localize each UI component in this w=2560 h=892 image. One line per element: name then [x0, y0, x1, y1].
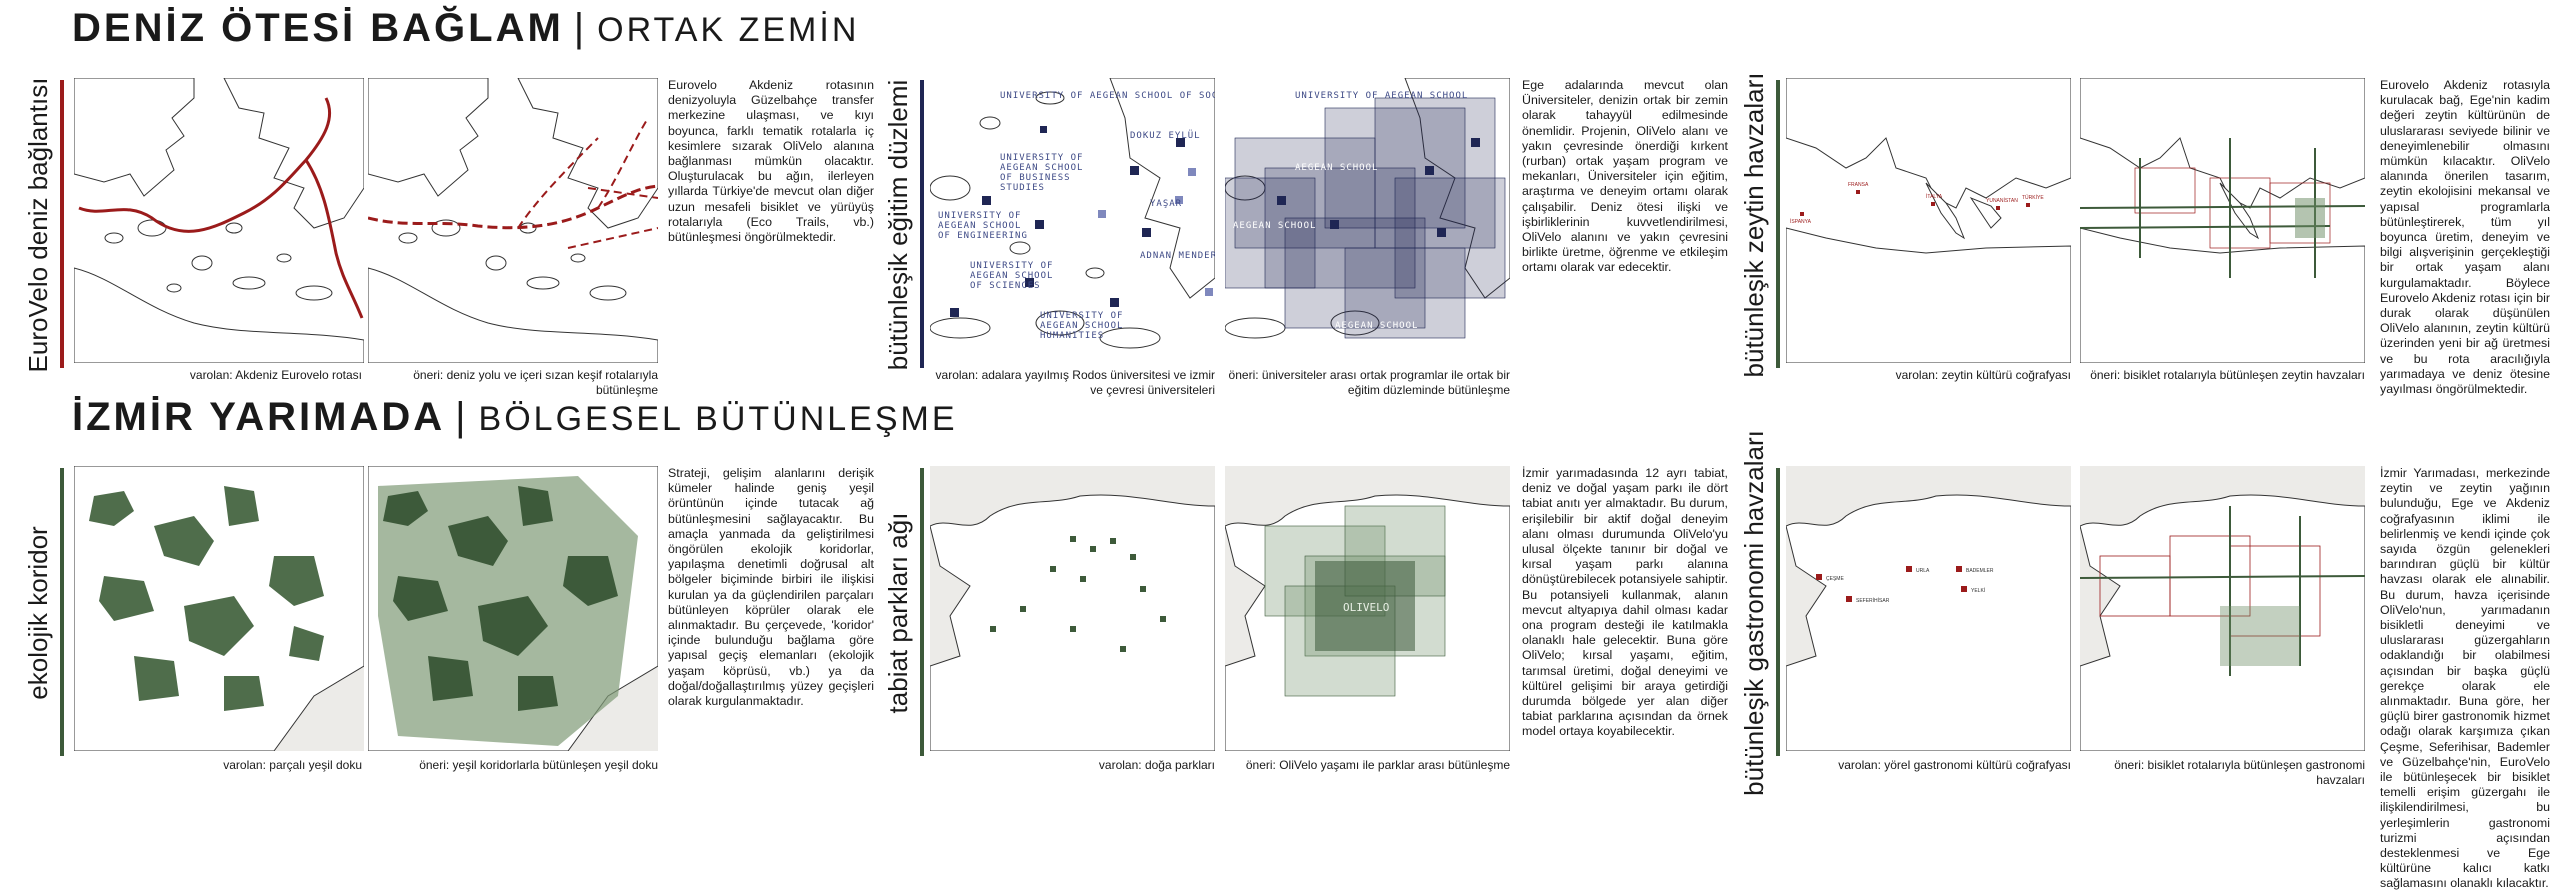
map-eurovelo-existing [74, 78, 364, 363]
panel-label-education: bütünleşik eğitim düzlemi [882, 79, 913, 371]
accent-bar [920, 468, 924, 756]
svg-text:TÜRKİYE: TÜRKİYE [2022, 194, 2044, 201]
caption-eurovelo-proposal: öneri: deniz yolu ve içeri sızan keşif r… [413, 368, 658, 397]
caption-olive-proposal: öneri: bisiklet rotalarıyla bütünleşen z… [2090, 368, 2365, 382]
svg-text:UNIVERSITY OF AEGEAN SCHOOL: UNIVERSITY OF AEGEAN SCHOOL [1295, 91, 1468, 101]
text-gastro: İzmir Yarımadası, merkezinde zeytin ve z… [2380, 466, 2550, 891]
accent-bar [60, 468, 64, 756]
section2-subtitle: BÖLGESEL BÜTÜNLEŞME [478, 400, 958, 438]
caption-eurovelo-existing: varolan: Akdeniz Eurovelo rotası [189, 368, 362, 382]
accent-bar [1776, 468, 1780, 756]
svg-text:UNIVERSITY OF: UNIVERSITY OF [938, 211, 1021, 221]
map-parks-proposal: OLIVELO [1225, 466, 1510, 751]
map-education-existing: UNIVERSITY OF AEGEAN SCHOOL OF SOCIAL ST… [930, 78, 1215, 363]
section1-heading: DENİZ ÖTESİ BAĞLAM | ORTAK ZEMİN [72, 6, 860, 50]
caption-gastro-proposal: öneri: bisiklet rotalarıyla bütünleşen g… [2114, 758, 2365, 787]
panel-label-eco: ekolojik koridor [22, 526, 53, 700]
svg-text:UNIVERSITY OF: UNIVERSITY OF [1040, 311, 1123, 321]
caption-parks-existing: varolan: doğa parkları [1098, 758, 1215, 772]
text-olive: Eurovelo Akdeniz rotasıyla kurulacak bağ… [2380, 78, 2550, 397]
svg-text:YAŞAR: YAŞAR [1150, 199, 1182, 209]
caption-olive-existing: varolan: zeytin kültürü coğrafyası [1895, 368, 2071, 382]
svg-text:OF SCIENCES: OF SCIENCES [970, 281, 1041, 291]
caption-parks-proposal: öneri: OliVelo yaşamı ile parklar arası … [1245, 758, 1510, 772]
text-parks: İzmir yarımadasında 12 ayrı tabiat, deni… [1522, 466, 1728, 739]
panel-label-olive: bütünleşik zeytin havzaları [1738, 72, 1769, 378]
svg-text:İSPANYA: İSPANYA [1790, 218, 1812, 225]
svg-text:ADNAN MENDERES: ADNAN MENDERES [1140, 251, 1215, 261]
accent-bar [1776, 80, 1780, 368]
map-olive-proposal [2080, 78, 2365, 363]
caption-gastro-existing: varolan: yörel gastronomi kültürü coğraf… [1838, 758, 2071, 772]
caption-education-proposal: öneri: üniversiteler arası ortak program… [1228, 368, 1510, 397]
panel-label-parks: tabiat parkları ağı [882, 512, 913, 714]
text-eurovelo: Eurovelo Akdeniz rotasının denizyoluyla … [668, 78, 874, 245]
svg-text:OLIVELO: OLIVELO [1343, 601, 1389, 614]
svg-text:AEGEAN SCHOOL: AEGEAN SCHOOL [1040, 321, 1123, 331]
svg-text:İTALYA: İTALYA [1926, 193, 1943, 200]
svg-text:STUDIES: STUDIES [1000, 183, 1045, 193]
caption-eco-proposal: öneri: yeşil koridorlarla bütünleşen yeş… [419, 758, 658, 772]
svg-text:OF BUSINESS: OF BUSINESS [1000, 173, 1071, 183]
map-parks-existing [930, 466, 1215, 751]
panel-label-eurovelo: EuroVelo deniz bağlantısı [22, 77, 53, 373]
map-olive-existing: İSPANYA FRANSA İTALYA YUNANİSTAN TÜRKİYE [1786, 78, 2071, 363]
section1-subtitle: ORTAK ZEMİN [597, 11, 860, 49]
svg-text:YUNANİSTAN: YUNANİSTAN [1986, 197, 2018, 204]
svg-text:UNIVERSITY OF: UNIVERSITY OF [1000, 153, 1083, 163]
svg-text:DOKUZ EYLÜL: DOKUZ EYLÜL [1130, 130, 1201, 141]
svg-text:AEGEAN SCHOOL: AEGEAN SCHOOL [1000, 163, 1083, 173]
map-education-proposal: UNIVERSITY OF AEGEAN SCHOOL AEGEAN SCHOO… [1225, 78, 1510, 363]
svg-text:BADEMLER: BADEMLER [1966, 568, 1994, 574]
svg-text:ÇEŞME: ÇEŞME [1826, 576, 1844, 582]
svg-text:AEGEAN SCHOOL: AEGEAN SCHOOL [938, 221, 1021, 231]
svg-text:URLA: URLA [1916, 568, 1930, 574]
svg-text:OF ENGINEERING: OF ENGINEERING [938, 231, 1028, 241]
accent-bar [920, 80, 924, 368]
accent-bar [60, 80, 64, 368]
section2-heading: İZMİR YARIMADA | BÖLGESEL BÜTÜNLEŞME [72, 395, 958, 439]
svg-text:AEGEAN SCHOOL: AEGEAN SCHOOL [1335, 321, 1418, 331]
svg-text:AEGEAN SCHOOL: AEGEAN SCHOOL [1295, 163, 1378, 173]
caption-education-existing: varolan: adalara yayılmış Rodos üniversi… [935, 368, 1215, 397]
caption-eco-existing: varolan: parçalı yeşil doku [223, 758, 362, 772]
text-education: Ege adalarında mevcut olan Üniversiteler… [1522, 78, 1728, 275]
map-eurovelo-proposal [368, 78, 658, 363]
svg-text:YELKİ: YELKİ [1971, 587, 1985, 594]
svg-text:SEFERİHİSAR: SEFERİHİSAR [1856, 597, 1890, 604]
panel-label-gastro: bütünleşik gastronomi havzaları [1738, 430, 1769, 796]
section1-title: DENİZ ÖTESİ BAĞLAM [72, 6, 564, 50]
svg-text:UNIVERSITY OF: UNIVERSITY OF [970, 261, 1053, 271]
svg-text:FRANSA: FRANSA [1848, 182, 1869, 188]
svg-text:HUMANITIES: HUMANITIES [1040, 331, 1104, 341]
map-eco-proposal [368, 466, 658, 751]
svg-text:AEGEAN SCHOOL: AEGEAN SCHOOL [970, 271, 1053, 281]
univ-label: UNIVERSITY OF AEGEAN SCHOOL OF SOCIAL ST… [1000, 91, 1215, 101]
map-gastro-proposal [2080, 466, 2365, 751]
text-eco: Strateji, gelişim alanlarını derişik küm… [668, 466, 874, 709]
svg-text:AEGEAN SCHOOL: AEGEAN SCHOOL [1233, 221, 1316, 231]
map-eco-existing [74, 466, 364, 751]
section2-title: İZMİR YARIMADA [72, 395, 446, 439]
map-gastro-existing: ÇEŞME URLA SEFERİHİSAR BADEMLER YELKİ [1786, 466, 2071, 751]
